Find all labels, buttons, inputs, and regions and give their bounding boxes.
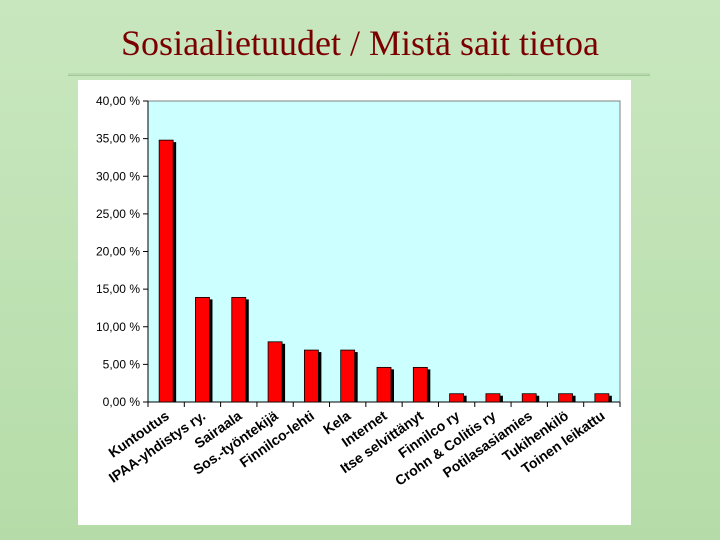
y-tick-label: 5,00 %	[103, 357, 141, 371]
bar	[449, 393, 465, 403]
bar	[521, 393, 537, 403]
y-tick-label: 40,00 %	[96, 94, 140, 108]
bar	[594, 393, 610, 403]
title-divider	[68, 73, 650, 76]
y-tick-label: 30,00 %	[96, 169, 140, 183]
bar	[267, 341, 283, 403]
plot-area	[147, 100, 621, 403]
slide-title: Sosiaalietuudet / Mistä sait tietoa	[121, 23, 599, 63]
bar	[231, 297, 247, 403]
bar	[558, 393, 573, 403]
chart-panel: 0,00 % 5,00 % 10,00 % 15,00 % 20,00 % 25,00 %…	[78, 80, 631, 525]
y-tick-label: 15,00 %	[96, 282, 140, 296]
bar	[376, 366, 392, 403]
bar	[412, 366, 428, 403]
y-tick-label: 10,00 %	[96, 320, 140, 334]
bar	[195, 297, 210, 403]
bar-chart: 0,00 % 5,00 % 10,00 % 15,00 % 20,00 % 25,00 %…	[96, 94, 621, 489]
y-tick-label: 0,00 %	[103, 395, 141, 409]
bars	[158, 139, 612, 403]
bar	[303, 349, 319, 403]
bar	[485, 393, 501, 403]
y-axis-ticks: 0,00 % 5,00 % 10,00 % 15,00 % 20,00 % 25,00 %…	[96, 94, 148, 409]
y-tick-label: 35,00 %	[96, 132, 140, 146]
bar	[158, 139, 174, 403]
y-tick-label: 25,00 %	[96, 207, 140, 221]
bar	[340, 349, 356, 403]
y-tick-label: 20,00 %	[96, 245, 140, 259]
